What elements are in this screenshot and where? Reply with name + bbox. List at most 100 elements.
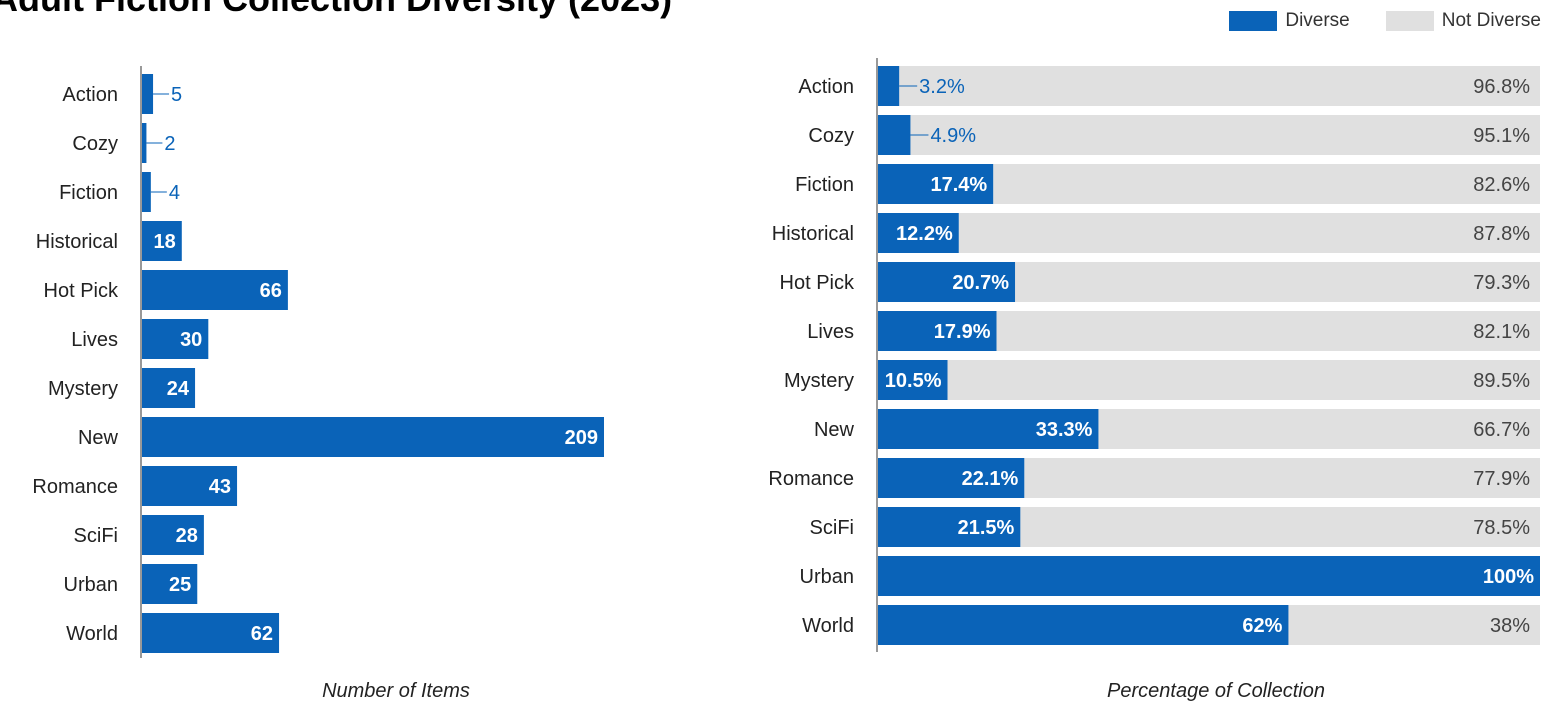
- legend-item-not-diverse[interactable]: Not Diverse: [1385, 10, 1541, 32]
- count-data-label-cozy: 2: [164, 133, 175, 155]
- pct-bar-not-diverse-world[interactable]: [1288, 605, 1540, 645]
- pct-data-label-diverse-world: 62%: [1242, 615, 1282, 637]
- count-axis-title: Number of Items: [322, 680, 470, 702]
- pct-bar-not-diverse-fiction[interactable]: [993, 164, 1540, 204]
- count-bar-romance[interactable]: [142, 466, 238, 506]
- count-tick-label-cozy: Cozy: [72, 133, 118, 155]
- pct-bar-not-diverse-romance[interactable]: [1024, 458, 1540, 498]
- pct-data-label-not-diverse-world: 38%: [1490, 615, 1530, 637]
- pct-data-label-diverse-cozy: 4.9%: [930, 125, 976, 147]
- pct-bar-not-diverse-new[interactable]: [1098, 409, 1540, 449]
- pct-tick-label-historical: Historical: [772, 223, 854, 245]
- count-chart: Action 5 Cozy 2 Fiction 4 Historical 18 Hot Pick…: [32, 66, 604, 702]
- count-bar-world[interactable]: [142, 613, 280, 653]
- pct-bar-diverse-action[interactable]: [878, 66, 900, 106]
- count-data-label-fiction: 4: [169, 182, 180, 204]
- count-bar-fiction[interactable]: [142, 172, 151, 212]
- legend-item-diverse[interactable]: Diverse: [1229, 10, 1350, 32]
- count-data-label-lives: 30: [180, 329, 202, 351]
- pct-tick-label-lives: Lives: [807, 321, 854, 343]
- pct-bar-not-diverse-historical[interactable]: [958, 213, 1540, 253]
- pct-data-label-not-diverse-cozy: 95.1%: [1473, 125, 1530, 147]
- count-bar-mystery[interactable]: [142, 368, 196, 408]
- pct-bar-diverse-new[interactable]: [878, 409, 1099, 449]
- count-bar-action[interactable]: [142, 74, 154, 114]
- pct-bar-diverse-urban[interactable]: [878, 556, 1540, 596]
- count-tick-label-world: World: [66, 623, 118, 645]
- legend: Diverse Not Diverse: [1193, 8, 1541, 34]
- chart-title: Adult Fiction Collection Diversity (2023…: [0, 0, 672, 20]
- count-data-label-romance: 43: [209, 476, 231, 498]
- count-tick-label-action: Action: [62, 84, 118, 106]
- pct-tick-label-action: Action: [798, 76, 854, 98]
- count-data-label-scifi: 28: [176, 525, 198, 547]
- count-data-label-mystery: 24: [167, 378, 190, 400]
- pct-data-label-diverse-historical: 12.2%: [896, 223, 953, 245]
- pct-data-label-not-diverse-fiction: 82.6%: [1473, 174, 1530, 196]
- count-data-label-historical: 18: [154, 231, 176, 253]
- pct-bar-diverse-historical[interactable]: [878, 213, 959, 253]
- pct-data-label-diverse-urban: 100%: [1483, 566, 1534, 588]
- pct-bar-not-diverse-lives[interactable]: [996, 311, 1540, 351]
- count-bar-historical[interactable]: [142, 221, 182, 261]
- pct-bar-diverse-hot-pick[interactable]: [878, 262, 1016, 302]
- pct-tick-label-new: New: [814, 419, 855, 441]
- pct-bar-not-diverse-action[interactable]: [899, 66, 1540, 106]
- count-bar-lives[interactable]: [142, 319, 209, 359]
- pct-bar-not-diverse-mystery[interactable]: [947, 360, 1540, 400]
- pct-bar-diverse-scifi[interactable]: [878, 507, 1021, 547]
- pct-data-label-not-diverse-hot-pick: 79.3%: [1473, 272, 1530, 294]
- pct-data-label-not-diverse-historical: 87.8%: [1473, 223, 1530, 245]
- pct-tick-label-romance: Romance: [768, 468, 854, 490]
- pct-tick-label-fiction: Fiction: [795, 174, 854, 196]
- pct-data-label-not-diverse-scifi: 78.5%: [1473, 517, 1530, 539]
- pct-tick-label-scifi: SciFi: [810, 517, 854, 539]
- pct-data-label-not-diverse-new: 66.7%: [1473, 419, 1530, 441]
- pct-bar-diverse-romance[interactable]: [878, 458, 1025, 498]
- pct-tick-label-urban: Urban: [800, 566, 854, 588]
- count-bar-new[interactable]: [142, 417, 604, 457]
- count-bar-hot-pick[interactable]: [142, 270, 288, 310]
- pct-tick-label-cozy: Cozy: [808, 125, 854, 147]
- pct-data-label-diverse-action: 3.2%: [919, 76, 965, 98]
- count-tick-label-hot-pick: Hot Pick: [44, 280, 119, 302]
- pct-data-label-diverse-fiction: 17.4%: [930, 174, 987, 196]
- count-data-label-hot-pick: 66: [260, 280, 282, 302]
- count-bar-cozy[interactable]: [142, 123, 147, 163]
- pct-data-label-diverse-hot-pick: 20.7%: [952, 272, 1009, 294]
- pct-bar-diverse-fiction[interactable]: [878, 164, 994, 204]
- pct-tick-label-world: World: [802, 615, 854, 637]
- count-tick-label-lives: Lives: [71, 329, 118, 351]
- count-tick-label-new: New: [78, 427, 119, 449]
- pct-bar-diverse-mystery[interactable]: [878, 360, 948, 400]
- pct-axis-title: Percentage of Collection: [1107, 680, 1325, 702]
- pct-data-label-not-diverse-mystery: 89.5%: [1473, 370, 1530, 392]
- pct-data-label-not-diverse-lives: 82.1%: [1473, 321, 1530, 343]
- pct-data-label-diverse-scifi: 21.5%: [958, 517, 1015, 539]
- pct-bar-not-diverse-scifi[interactable]: [1020, 507, 1540, 547]
- pct-bar-diverse-world[interactable]: [878, 605, 1289, 645]
- legend-swatch-diverse: [1229, 11, 1278, 31]
- count-tick-label-fiction: Fiction: [59, 182, 118, 204]
- pct-data-label-diverse-lives: 17.9%: [934, 321, 991, 343]
- count-tick-label-urban: Urban: [64, 574, 118, 596]
- pct-data-label-not-diverse-romance: 77.9%: [1473, 468, 1530, 490]
- count-data-label-urban: 25: [169, 574, 191, 596]
- pct-bar-not-diverse-cozy[interactable]: [910, 115, 1540, 155]
- pct-bar-not-diverse-hot-pick[interactable]: [1015, 262, 1540, 302]
- count-data-label-new: 209: [565, 427, 598, 449]
- count-data-label-world: 62: [251, 623, 273, 645]
- pct-bar-diverse-lives[interactable]: [878, 311, 997, 351]
- pct-data-label-diverse-romance: 22.1%: [962, 468, 1019, 490]
- count-tick-label-historical: Historical: [36, 231, 118, 253]
- count-bar-urban[interactable]: [142, 564, 198, 604]
- legend-label-diverse: Diverse: [1285, 10, 1350, 31]
- count-bar-scifi[interactable]: [142, 515, 204, 555]
- pct-data-label-not-diverse-action: 96.8%: [1473, 76, 1530, 98]
- legend-swatch-not-diverse: [1385, 11, 1434, 31]
- count-data-label-action: 5: [171, 84, 182, 106]
- pct-bar-diverse-cozy[interactable]: [878, 115, 911, 155]
- count-tick-label-scifi: SciFi: [74, 525, 118, 547]
- count-tick-label-mystery: Mystery: [48, 378, 118, 400]
